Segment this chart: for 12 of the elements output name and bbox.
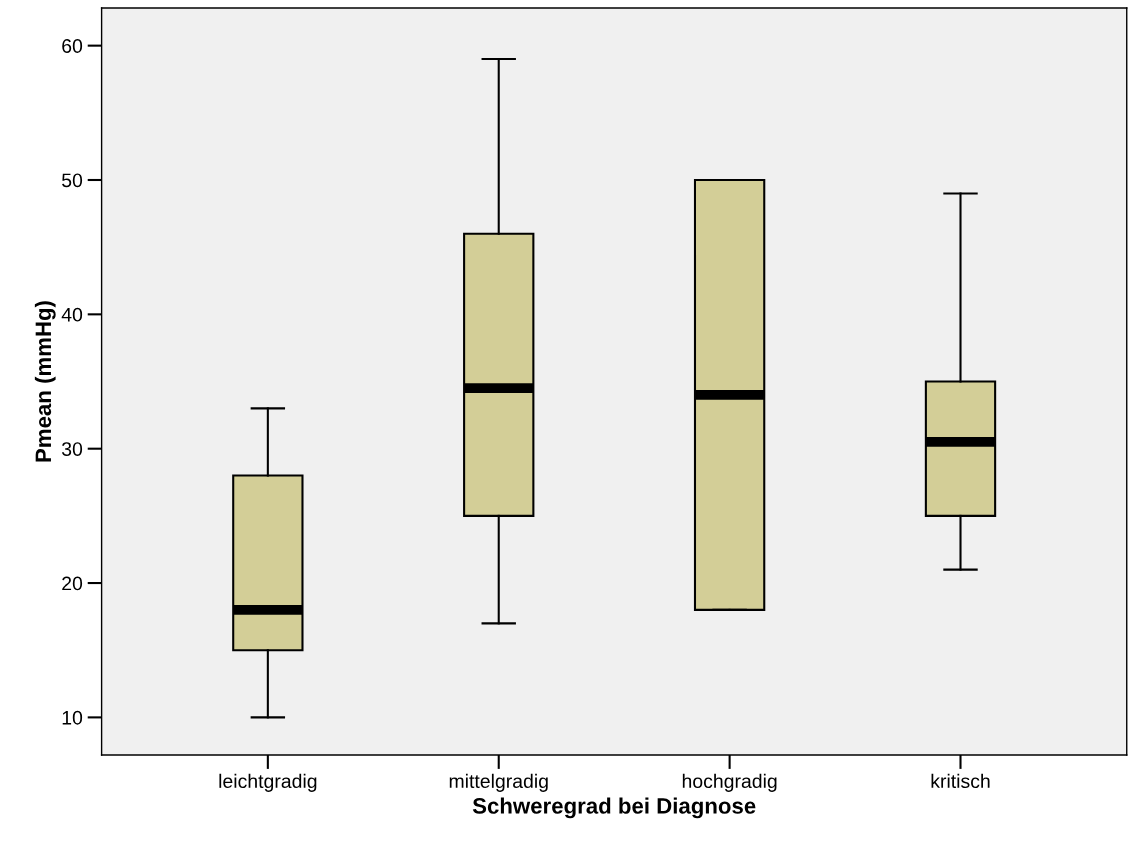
x-tick-label: kritisch bbox=[931, 773, 990, 789]
x-axis-title: Schweregrad bei Diagnose bbox=[472, 797, 756, 819]
y-tick-label: 30 bbox=[61, 442, 83, 456]
x-tick-label: mittelgradig bbox=[449, 773, 548, 792]
x-tick-label: leichtgradig bbox=[219, 773, 317, 792]
y-axis-title: Pmean (mmHg) bbox=[34, 301, 56, 462]
y-tick-label: 50 bbox=[62, 173, 83, 188]
y-tick-label: 10 bbox=[62, 710, 83, 725]
y-tick-label: 40 bbox=[61, 307, 83, 322]
x-tick-label: hochgradig bbox=[682, 773, 777, 792]
y-tick-label: 20 bbox=[62, 576, 83, 591]
y-tick-label: 60 bbox=[62, 39, 83, 53]
